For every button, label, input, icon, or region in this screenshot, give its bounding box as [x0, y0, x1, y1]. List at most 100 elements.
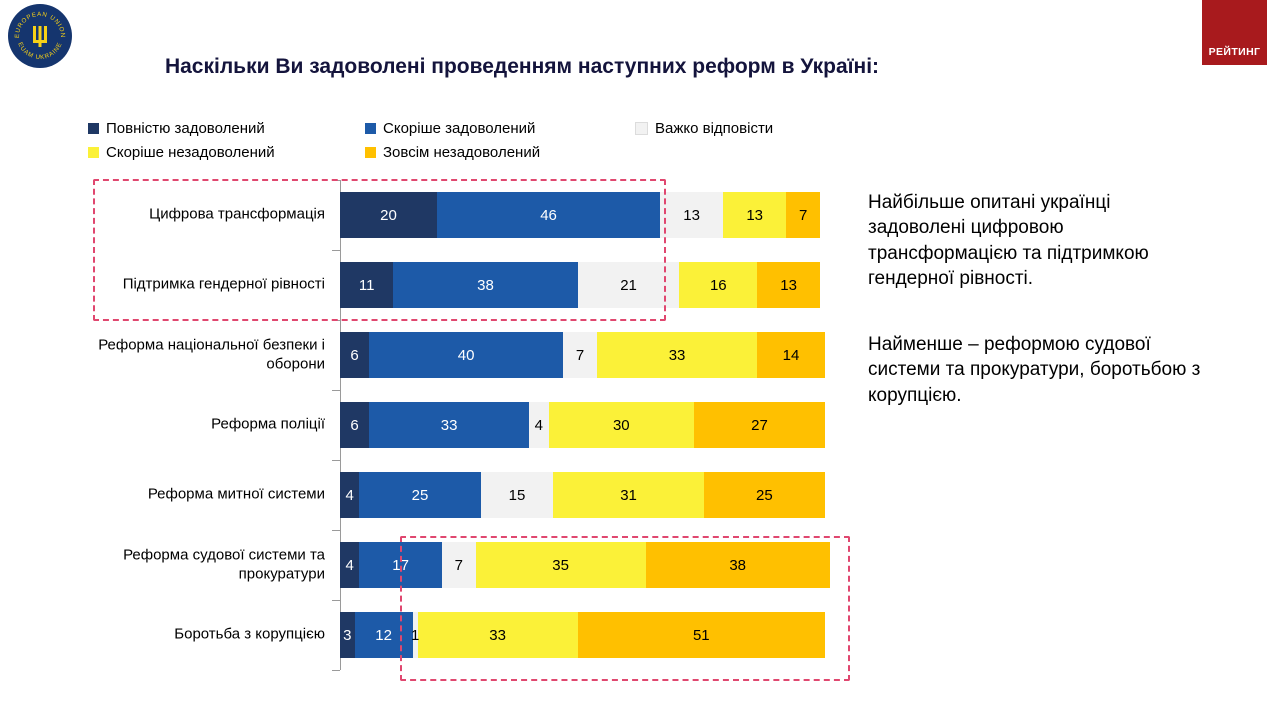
bar-value: 33: [440, 416, 458, 434]
legend-item: Повністю задоволений: [88, 120, 365, 137]
bar-value: 16: [709, 276, 727, 294]
legend-swatch: [88, 147, 99, 158]
bar-segment: 7: [786, 192, 821, 238]
bar-segment: 16: [679, 262, 758, 308]
axis-tick: [332, 320, 340, 321]
bar-segment: 13: [660, 192, 724, 238]
category-label: Цифрова трансформація: [149, 205, 325, 223]
bar-value: 38: [477, 276, 494, 294]
bar-segment: 38: [645, 542, 830, 588]
rating-logo-label: РЕЙТИНГ: [1208, 46, 1261, 58]
bar-value: 13: [683, 206, 700, 224]
bar-value: 7: [575, 346, 585, 364]
legend-label: Повністю задоволений: [106, 120, 265, 137]
chart-row: Цифрова трансформація 20 46 13 13 7: [0, 180, 860, 250]
bar-segment: 25: [703, 472, 825, 518]
axis-tick: [332, 460, 340, 461]
bar-value: 30: [612, 416, 630, 434]
eu-logo-trident-emblem: [33, 26, 47, 47]
bar-value: 27: [751, 416, 768, 434]
note-most-satisfied: Найбільше опитані українці задоволені ци…: [868, 192, 1149, 289]
bar-segment: 33: [369, 402, 530, 448]
category-label: Реформа поліції: [211, 415, 325, 433]
bar-value: 6: [350, 346, 359, 364]
bar-value: 17: [392, 556, 409, 574]
legend-label: Скоріше незадоволений: [106, 144, 275, 161]
legend-item: Скоріше незадоволений: [88, 144, 365, 161]
bar-value: 51: [692, 626, 710, 644]
bar-value: 13: [780, 276, 797, 294]
rating-logo: РЕЙТИНГ: [1202, 0, 1267, 65]
bar-segment: 33: [417, 612, 578, 658]
bar-value: 20: [380, 206, 397, 224]
bar-segment: 30: [548, 402, 695, 448]
category-label: Боротьба з корупцією: [174, 625, 325, 643]
legend-item: Важко відповісти: [635, 120, 828, 137]
bar-value: 25: [411, 486, 429, 504]
bar-segment: 15: [480, 472, 554, 518]
bar-value: 38: [729, 556, 746, 574]
bar-value: 4: [345, 486, 354, 504]
chart-area: Цифрова трансформація 20 46 13 13 7 Підтримка …: [0, 180, 860, 671]
legend-label: Важко відповісти: [655, 120, 774, 137]
bar-segment: 1: [411, 612, 419, 658]
category-label: Реформа митної системи: [147, 485, 325, 503]
bar-value: 31: [620, 486, 637, 504]
bar-stack: 6 40 7 33 14: [340, 332, 825, 378]
bar-segment: 33: [597, 332, 758, 378]
legend-item: Зовсім незадоволений: [365, 144, 635, 161]
bar-value: 7: [798, 206, 808, 224]
note-least-satisfied: Найменше – реформою судової системи та п…: [868, 334, 1201, 406]
bar-stack: 4 17 7 35 38: [340, 542, 830, 588]
bar-segment: 6: [340, 332, 370, 378]
bar-segment: 17: [359, 542, 442, 588]
chart-row: Реформа національної безпеки і оборони 6 4…: [0, 320, 860, 390]
legend-label: Зовсім незадоволений: [383, 144, 541, 161]
chart-row: Реформа судової системи та прокуратури 4 1…: [0, 530, 860, 600]
bar-value: 4: [345, 556, 354, 574]
chart-row: Підтримка гендерної рівності 11 38 21 16 13: [0, 250, 860, 320]
bar-segment: 25: [359, 472, 481, 518]
axis-tick: [332, 600, 340, 601]
bar-value: 46: [540, 206, 557, 224]
bar-segment: 38: [393, 262, 578, 308]
bar-segment: 40: [369, 332, 564, 378]
legend-swatch: [635, 122, 648, 135]
bar-segment: 51: [577, 612, 825, 658]
bar-segment: 46: [437, 192, 661, 238]
bar-segment: 7: [563, 332, 598, 378]
bar-value: 21: [620, 276, 637, 294]
category-label: Реформа національної безпеки і оборони: [98, 336, 325, 372]
bar-value: 11: [358, 276, 375, 294]
axis-tick: [332, 670, 340, 671]
axis-tick: [332, 390, 340, 391]
bar-segment: 4: [340, 472, 360, 518]
legend-swatch: [365, 123, 376, 134]
bar-stack: 11 38 21 16 13: [340, 262, 821, 308]
category-label: Підтримка гендерної рівності: [122, 275, 325, 293]
bar-segment: 11: [340, 262, 394, 308]
bar-stack: 3 12 1 33 51: [340, 612, 825, 658]
bar-value: 33: [489, 626, 506, 644]
axis-tick: [332, 250, 340, 251]
eu-logo: EUROPEAN UNION EUAM UKRAINE: [8, 4, 72, 68]
bar-value: 7: [454, 556, 463, 574]
bar-value: 12: [375, 626, 392, 644]
legend-swatch: [365, 147, 376, 158]
bar-segment: 4: [340, 542, 360, 588]
bar-value: 13: [746, 206, 763, 224]
bar-value: 40: [457, 346, 475, 364]
axis-tick: [332, 180, 340, 181]
bar-segment: 14: [757, 332, 825, 378]
bar-stack: 20 46 13 13 7: [340, 192, 821, 238]
bar-segment: 12: [354, 612, 413, 658]
bar-value: 25: [756, 486, 773, 504]
bar-segment: 13: [723, 192, 787, 238]
bar-value: 15: [508, 486, 526, 504]
bar-segment: 31: [553, 472, 704, 518]
axis-tick: [332, 530, 340, 531]
chart-row: Реформа митної системи 4 25 15 31 25: [0, 460, 860, 530]
legend-swatch: [88, 123, 99, 134]
bar-segment: 27: [694, 402, 825, 448]
